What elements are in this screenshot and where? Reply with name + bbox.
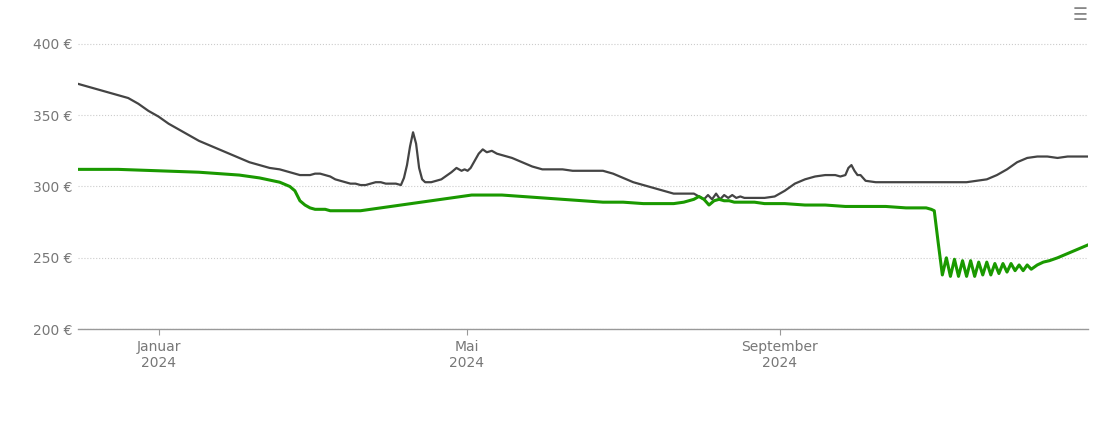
Text: ☰: ☰ <box>1073 5 1088 24</box>
